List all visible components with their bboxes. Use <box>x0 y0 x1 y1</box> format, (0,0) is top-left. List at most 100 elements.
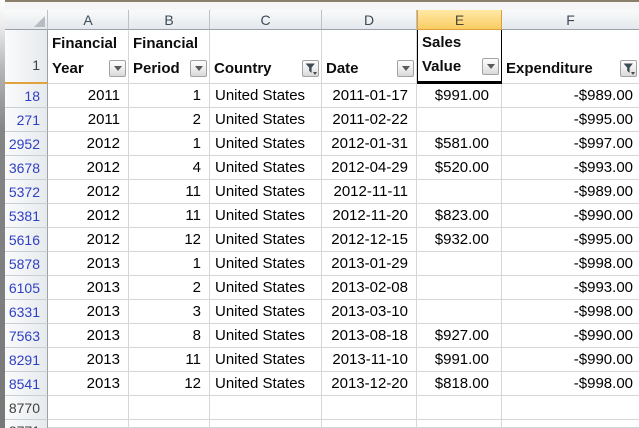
cell-expenditure[interactable]: -$995.00 <box>502 228 639 252</box>
cell-financial-period[interactable]: 8 <box>129 324 210 348</box>
column-header-d[interactable]: D <box>322 10 417 30</box>
empty-cell[interactable] <box>210 396 322 420</box>
cell-expenditure[interactable]: -$989.00 <box>502 180 639 204</box>
cell-date[interactable]: 2011-02-22 <box>322 108 417 132</box>
header-cell-financial-year[interactable]: Financial Year <box>48 30 129 84</box>
period-filter-button[interactable] <box>190 60 207 77</box>
cell-country[interactable]: United States <box>210 132 322 156</box>
column-header-b[interactable]: B <box>129 10 210 30</box>
empty-cell[interactable] <box>210 420 322 428</box>
row-number[interactable]: 8770 <box>5 396 48 420</box>
date-filter-button[interactable] <box>397 60 414 77</box>
row-number[interactable]: 6331 <box>5 300 48 324</box>
row-number[interactable]: 5372 <box>5 180 48 204</box>
row-number[interactable]: 2952 <box>5 132 48 156</box>
empty-cell[interactable] <box>417 396 502 420</box>
cell-expenditure[interactable]: -$998.00 <box>502 252 639 276</box>
empty-cell[interactable] <box>502 396 639 420</box>
country-filter-button[interactable] <box>302 60 319 77</box>
cell-sales-value[interactable] <box>417 300 502 324</box>
cell-date[interactable]: 2012-04-29 <box>322 156 417 180</box>
cell-date[interactable]: 2011-01-17 <box>322 84 417 108</box>
cell-date[interactable]: 2013-12-20 <box>322 372 417 396</box>
column-header-c[interactable]: C <box>210 10 322 30</box>
cell-country[interactable]: United States <box>210 324 322 348</box>
cell-sales-value[interactable] <box>417 252 502 276</box>
expenditure-filter-button[interactable] <box>620 60 637 77</box>
cell-date[interactable]: 2013-11-10 <box>322 348 417 372</box>
cell-financial-year[interactable]: 2012 <box>48 228 129 252</box>
cell-financial-year[interactable]: 2012 <box>48 180 129 204</box>
row-number[interactable]: 5616 <box>5 228 48 252</box>
cell-sales-value[interactable]: $991.00 <box>417 84 502 108</box>
sales-filter-button[interactable] <box>482 58 499 76</box>
cell-country[interactable]: United States <box>210 84 322 108</box>
empty-cell[interactable] <box>417 420 502 428</box>
empty-cell[interactable] <box>502 420 639 428</box>
cell-expenditure[interactable]: -$990.00 <box>502 324 639 348</box>
cell-financial-period[interactable]: 4 <box>129 156 210 180</box>
cell-sales-value[interactable]: $520.00 <box>417 156 502 180</box>
empty-cell[interactable] <box>129 420 210 428</box>
row-number[interactable]: 5381 <box>5 204 48 228</box>
row-number[interactable]: 18 <box>5 84 48 108</box>
header-cell-expenditure[interactable]: Expenditure <box>502 30 639 84</box>
empty-cell[interactable] <box>322 396 417 420</box>
select-all-corner[interactable] <box>5 10 48 30</box>
cell-date[interactable]: 2013-01-29 <box>322 252 417 276</box>
row-number[interactable]: 5878 <box>5 252 48 276</box>
cell-financial-period[interactable]: 2 <box>129 276 210 300</box>
cell-expenditure[interactable]: -$998.00 <box>502 372 639 396</box>
header-cell-date[interactable]: Date <box>322 30 417 84</box>
cell-sales-value[interactable]: $818.00 <box>417 372 502 396</box>
row-number[interactable]: 8771 <box>5 420 48 428</box>
cell-country[interactable]: United States <box>210 372 322 396</box>
cell-financial-year[interactable]: 2011 <box>48 108 129 132</box>
cell-financial-year[interactable]: 2013 <box>48 348 129 372</box>
cell-expenditure[interactable]: -$998.00 <box>502 300 639 324</box>
cell-date[interactable]: 2013-02-08 <box>322 276 417 300</box>
cell-financial-period[interactable]: 11 <box>129 348 210 372</box>
cell-date[interactable]: 2012-12-15 <box>322 228 417 252</box>
column-header-e[interactable]: E <box>417 10 502 30</box>
cell-expenditure[interactable]: -$993.00 <box>502 276 639 300</box>
cell-expenditure[interactable]: -$989.00 <box>502 84 639 108</box>
cell-country[interactable]: United States <box>210 180 322 204</box>
empty-cell[interactable] <box>48 396 129 420</box>
cell-financial-period[interactable]: 3 <box>129 300 210 324</box>
cell-expenditure[interactable]: -$993.00 <box>502 156 639 180</box>
row-header-1[interactable]: 1 <box>5 30 48 84</box>
cell-financial-year[interactable]: 2012 <box>48 132 129 156</box>
cell-country[interactable]: United States <box>210 276 322 300</box>
cell-financial-year[interactable]: 2012 <box>48 204 129 228</box>
cell-date[interactable]: 2012-11-11 <box>322 180 417 204</box>
cell-financial-period[interactable]: 12 <box>129 372 210 396</box>
cell-country[interactable]: United States <box>210 228 322 252</box>
cell-financial-period[interactable]: 1 <box>129 84 210 108</box>
row-number[interactable]: 7563 <box>5 324 48 348</box>
cell-sales-value[interactable] <box>417 108 502 132</box>
cell-financial-year[interactable]: 2011 <box>48 84 129 108</box>
year-filter-button[interactable] <box>109 60 126 77</box>
cell-expenditure[interactable]: -$997.00 <box>502 132 639 156</box>
cell-financial-year[interactable]: 2013 <box>48 300 129 324</box>
cell-sales-value[interactable]: $932.00 <box>417 228 502 252</box>
cell-date[interactable]: 2012-01-31 <box>322 132 417 156</box>
cell-financial-period[interactable]: 12 <box>129 228 210 252</box>
cell-country[interactable]: United States <box>210 348 322 372</box>
row-number[interactable]: 3678 <box>5 156 48 180</box>
row-number[interactable]: 8541 <box>5 372 48 396</box>
cell-country[interactable]: United States <box>210 108 322 132</box>
column-header-a[interactable]: A <box>48 10 129 30</box>
row-number[interactable]: 6105 <box>5 276 48 300</box>
cell-sales-value[interactable] <box>417 276 502 300</box>
empty-cell[interactable] <box>322 420 417 428</box>
cell-financial-year[interactable]: 2013 <box>48 252 129 276</box>
column-header-f[interactable]: F <box>502 10 639 30</box>
cell-financial-period[interactable]: 1 <box>129 252 210 276</box>
cell-financial-period[interactable]: 11 <box>129 204 210 228</box>
cell-date[interactable]: 2012-11-20 <box>322 204 417 228</box>
cell-financial-period[interactable]: 2 <box>129 108 210 132</box>
cell-expenditure[interactable]: -$990.00 <box>502 204 639 228</box>
cell-financial-year[interactable]: 2013 <box>48 276 129 300</box>
